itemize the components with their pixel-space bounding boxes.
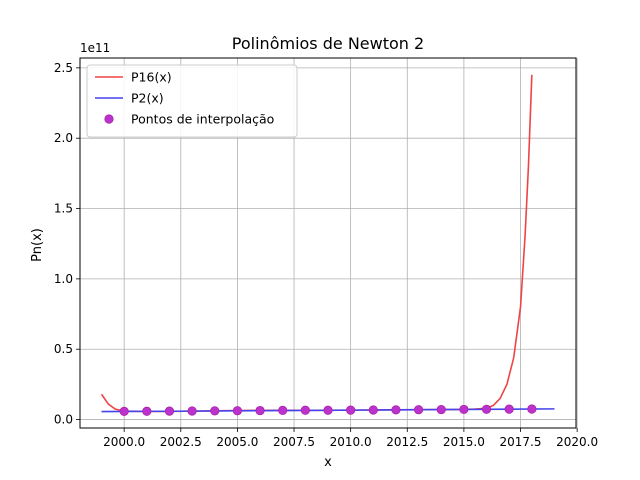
series-layer <box>100 74 555 416</box>
chart-title: Polinômios de Newton 2 <box>232 34 424 53</box>
data-point <box>119 406 129 416</box>
x-tick-label: 2000.0 <box>103 435 145 449</box>
legend-entry: Pontos de interpolação <box>131 112 274 127</box>
y-tick-label: 2.5 <box>54 61 73 75</box>
data-point <box>300 405 310 415</box>
data-point <box>504 404 514 414</box>
legend-entry: P16(x) <box>131 70 172 85</box>
data-point <box>232 406 243 416</box>
data-point <box>481 404 492 414</box>
legend-entry: P2(x) <box>131 91 164 106</box>
data-point <box>142 406 152 416</box>
x-tick-label: 2005.0 <box>216 435 258 449</box>
y-tick-label: 1.5 <box>54 202 73 216</box>
y-tick-label: 0.5 <box>54 342 73 356</box>
data-point <box>391 405 401 415</box>
y-axis-label: Pn(x) <box>30 228 45 262</box>
y-offset-label: 1e11 <box>80 41 110 55</box>
x-tick-label: 2017.5 <box>500 435 542 449</box>
data-point <box>346 405 356 415</box>
x-tick-label: 2007.5 <box>273 435 315 449</box>
legend-swatch <box>104 114 114 124</box>
data-point <box>210 406 220 416</box>
data-point <box>459 404 469 415</box>
legend: P16(x) P2(x) Pontos de interpolação <box>86 64 298 138</box>
legend-box <box>86 64 298 138</box>
data-point <box>368 405 378 415</box>
data-point <box>278 405 288 416</box>
axes-frame <box>79 57 577 429</box>
x-tick-label: 2002.5 <box>160 435 202 449</box>
data-point <box>436 404 446 415</box>
y-axis-ticks: 0.0 0.5 1.0 1.5 2.0 2.5 <box>54 61 80 427</box>
x-tick-label: 2020.0 <box>556 435 598 449</box>
x-axis-ticks: 2000.0 2002.5 2005.0 2007.5 2010.0 2012.5 2015… <box>103 428 598 449</box>
x-axis-label: x <box>324 455 332 470</box>
data-point <box>413 405 424 415</box>
y-tick-label: 2.0 <box>54 131 73 145</box>
x-tick-label: 2015.0 <box>443 435 485 449</box>
data-point <box>164 406 175 416</box>
data-point <box>255 405 265 416</box>
data-point <box>187 406 197 416</box>
data-point <box>323 405 333 415</box>
data-point <box>527 404 537 414</box>
series-line-p2-x- <box>101 408 555 413</box>
y-tick-label: 0.0 <box>54 413 73 427</box>
x-tick-label: 2012.5 <box>386 435 428 449</box>
x-tick-label: 2010.0 <box>330 435 372 449</box>
y-tick-label: 1.0 <box>54 272 73 286</box>
